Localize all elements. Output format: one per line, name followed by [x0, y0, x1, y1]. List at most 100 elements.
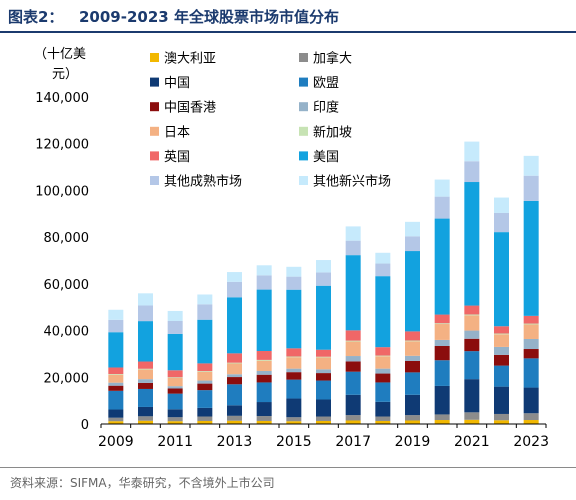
bar-segment-2022-7: [494, 333, 509, 335]
bar-segment-2012-5: [197, 380, 213, 384]
bar-segment-2015-2: [286, 398, 302, 418]
bar-stack-2014: [256, 265, 272, 424]
bar-segment-2019-2: [405, 394, 420, 416]
bar-segment-2015-8: [286, 348, 302, 357]
legend-swatch: [150, 151, 159, 161]
bar-segment-2012-3: [197, 390, 213, 408]
bar-segment-2023-5: [523, 338, 539, 350]
bar-segment-2020-6: [434, 324, 450, 340]
bar-segment-2011-8: [167, 370, 183, 378]
bar-segment-2009-2: [108, 409, 124, 418]
bar-segment-2015-9: [286, 289, 302, 349]
y-tick-label: 100,000: [35, 184, 89, 199]
bar-segment-2021-2: [464, 379, 480, 413]
x-tick-label: 2019: [395, 434, 431, 450]
y-tick-label: 140,000: [35, 91, 89, 106]
bar-segment-2020-2: [434, 385, 450, 415]
bar-stack-2022: [494, 197, 509, 424]
legend-swatch: [299, 77, 308, 87]
bar-segment-2023-9: [523, 200, 539, 316]
legend-swatch: [299, 102, 308, 112]
bar-segment-2015-5: [286, 368, 302, 373]
bar-segment-2016-0: [316, 420, 331, 424]
y-tick-label: 20,000: [44, 371, 90, 386]
bar-segment-2012-10: [197, 304, 213, 320]
bar-segment-2010-6: [138, 369, 153, 380]
bar-segment-2010-7: [138, 368, 153, 370]
bar-segment-2023-0: [523, 420, 539, 424]
bar-segment-2011-6: [167, 377, 183, 387]
bar-segment-2021-4: [464, 338, 480, 352]
bar-segment-2021-8: [464, 305, 480, 315]
bar-stack-2012: [197, 294, 213, 424]
bar-segment-2014-8: [256, 351, 272, 360]
bar-segment-2016-2: [316, 399, 331, 417]
legend-swatch: [299, 126, 308, 136]
bar-segment-2019-4: [405, 360, 420, 373]
bar-segment-2018-2: [375, 401, 391, 417]
bar-stack-2011: [167, 310, 183, 424]
x-tick-label: 2011: [157, 434, 193, 450]
legend-label: 中国香港: [164, 101, 216, 116]
title-rule: [0, 31, 576, 33]
x-axis-ticks: 2009 2011 2013 2015 2017 2019 2021 2023: [98, 424, 549, 450]
bar-segment-2016-4: [316, 373, 331, 381]
bar-segment-2013-0: [227, 420, 242, 424]
bar-segment-2021-7: [464, 314, 480, 316]
bar-segment-2013-4: [227, 377, 242, 385]
y-tick-label: 60,000: [44, 278, 90, 293]
legend-swatch: [299, 53, 308, 62]
bar-segment-2014-3: [256, 382, 272, 403]
legend-label: 加拿大: [313, 51, 352, 67]
bar-segment-2013-2: [227, 405, 242, 416]
footer-rule: [0, 467, 576, 468]
bar-segment-2019-6: [405, 341, 420, 356]
legend-label: 日本: [164, 125, 190, 140]
bar-segment-2013-9: [227, 297, 242, 354]
bar-segment-2023-6: [523, 324, 539, 339]
bar-segment-2023-3: [523, 358, 539, 388]
bar-segment-2017-8: [345, 330, 361, 341]
bar-segment-2014-9: [256, 289, 272, 352]
bar-segment-2015-7: [286, 356, 302, 358]
bar-segment-2010-9: [138, 321, 153, 362]
bar-segment-2014-4: [256, 374, 272, 383]
bar-segment-2009-9: [108, 332, 124, 368]
bar-segment-2022-8: [494, 326, 509, 334]
bar-segment-2017-10: [345, 240, 361, 256]
bar-segment-2010-2: [138, 406, 153, 417]
bar-segment-2013-8: [227, 353, 242, 363]
bar-stack-2016: [316, 260, 331, 424]
bar-segment-2010-5: [138, 379, 153, 383]
bar-segment-2016-6: [316, 357, 331, 370]
bar-series: [108, 141, 539, 424]
source-note: 资料来源：SIFMA，华泰研究，不含境外上市公司: [10, 476, 275, 490]
bar-segment-2019-11: [405, 221, 420, 237]
figure-label: 图表2：: [8, 8, 64, 26]
bar-segment-2019-9: [405, 251, 420, 332]
y-axis-label-line-2: 元）: [52, 67, 78, 82]
bar-segment-2021-1: [464, 412, 480, 420]
figure-header: 图表2： 2009-2023 年全球股票市场市值分布: [0, 0, 576, 34]
bar-segment-2017-4: [345, 361, 361, 372]
legend-label: 中国: [164, 76, 190, 91]
bar-segment-2010-10: [138, 305, 153, 322]
bar-segment-2019-7: [405, 340, 420, 342]
bar-segment-2009-5: [108, 382, 124, 386]
y-tick-label: 0: [81, 418, 89, 433]
bar-segment-2018-8: [375, 347, 391, 356]
legend-label: 印度: [313, 100, 339, 116]
bar-segment-2010-1: [138, 416, 153, 421]
bar-segment-2018-3: [375, 382, 391, 402]
bar-segment-2022-3: [494, 365, 509, 387]
bar-segment-2009-6: [108, 374, 124, 383]
bar-segment-2012-9: [197, 319, 213, 364]
bar-segment-2017-7: [345, 340, 361, 342]
bar-segment-2014-11: [256, 265, 272, 276]
bar-segment-2015-4: [286, 372, 302, 380]
bar-segment-2019-10: [405, 236, 420, 252]
bar-segment-2012-2: [197, 407, 213, 417]
x-tick-label: 2013: [217, 434, 253, 450]
stacked-bar-chart: （十亿美 元） 0 20,000 40,000 60,000 80,000 100,000…: [34, 47, 549, 450]
